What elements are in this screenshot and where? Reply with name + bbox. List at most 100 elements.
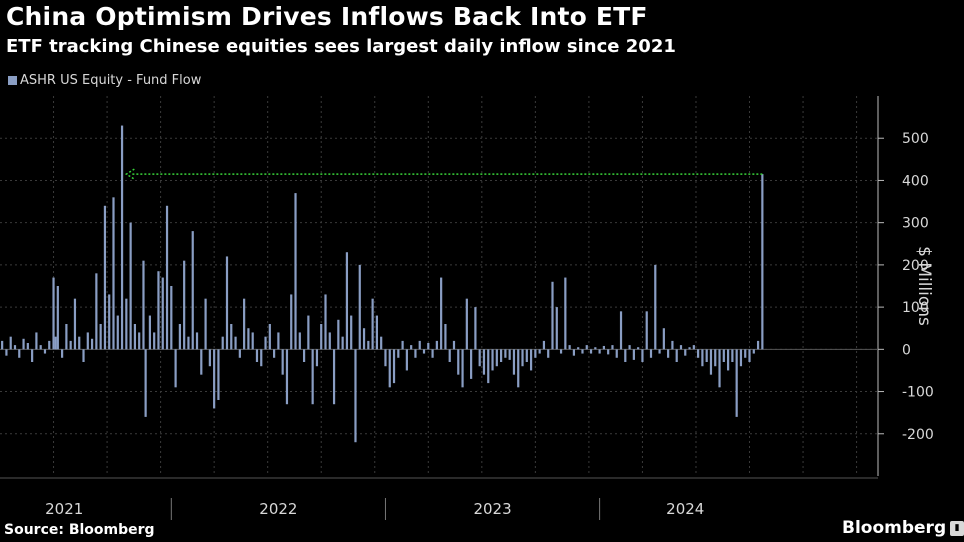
bar <box>705 349 708 362</box>
bar <box>367 340 370 350</box>
bar <box>470 349 473 379</box>
bar <box>491 349 494 371</box>
bar <box>607 349 610 355</box>
bar <box>260 349 263 367</box>
bar <box>440 277 443 350</box>
x-tick-label: 2022 <box>259 500 297 518</box>
bar <box>174 349 177 388</box>
bar <box>73 298 77 350</box>
bar <box>225 256 229 350</box>
bar <box>521 349 524 367</box>
bar <box>547 349 550 358</box>
bar <box>39 345 42 350</box>
bar <box>692 345 695 350</box>
bar <box>371 298 374 350</box>
bar <box>161 277 164 350</box>
bar <box>52 277 55 350</box>
bar <box>555 307 558 350</box>
bar <box>108 294 111 350</box>
bloomberg-icon: ▮ <box>950 520 964 536</box>
bar <box>628 345 631 350</box>
bar <box>572 349 576 356</box>
bar <box>268 324 271 350</box>
bar <box>465 298 468 350</box>
y-tick-label: 200 <box>902 258 929 274</box>
x-tick-label: 2024 <box>666 500 704 518</box>
bar <box>337 319 340 350</box>
bar <box>99 324 102 350</box>
bar <box>585 345 588 350</box>
bar <box>679 345 683 350</box>
legend: ASHR US Equity - Fund Flow <box>8 73 201 88</box>
bar <box>714 349 717 367</box>
bar <box>435 340 438 350</box>
bar <box>748 349 751 362</box>
bar <box>718 349 721 388</box>
bar <box>461 349 464 388</box>
bar <box>285 349 289 405</box>
bar <box>641 349 644 362</box>
bar <box>165 205 169 350</box>
bar <box>112 197 115 350</box>
bar <box>69 340 72 350</box>
bar <box>602 345 605 350</box>
bar <box>290 294 293 350</box>
bar <box>302 349 306 362</box>
chart-subtitle: ETF tracking Chinese equities sees large… <box>6 36 676 57</box>
x-tick-label: 2021 <box>45 500 83 518</box>
bar <box>350 315 353 350</box>
bar <box>512 349 516 375</box>
bar <box>559 349 563 354</box>
bar <box>722 349 725 362</box>
bar <box>697 349 700 358</box>
bar <box>251 332 254 350</box>
bar <box>144 349 147 417</box>
bar <box>311 349 314 405</box>
bar <box>48 340 51 350</box>
bar <box>504 349 507 358</box>
bar <box>525 349 528 362</box>
bar <box>341 336 344 350</box>
bar <box>375 315 378 350</box>
bar <box>9 336 12 350</box>
bar <box>410 345 413 350</box>
bar <box>103 205 107 350</box>
bar <box>204 298 207 350</box>
bar <box>581 349 584 354</box>
bar <box>500 349 503 362</box>
bar <box>594 347 597 350</box>
bar <box>90 338 94 350</box>
bar <box>170 286 173 350</box>
y-tick-label: 0 <box>902 342 911 358</box>
bar <box>157 271 160 350</box>
bar <box>153 332 156 350</box>
bar <box>487 349 490 384</box>
bar <box>294 193 297 350</box>
bar <box>422 349 426 354</box>
bar <box>138 332 141 350</box>
bar <box>345 252 349 350</box>
bar <box>362 328 366 350</box>
bar <box>1 340 4 350</box>
bar <box>414 349 417 358</box>
bar <box>568 345 571 350</box>
bar <box>615 349 618 358</box>
bar <box>534 349 537 358</box>
bar <box>684 349 687 356</box>
bar <box>354 349 357 443</box>
bar <box>444 324 447 350</box>
legend-label: ASHR US Equity - Fund Flow <box>20 73 202 88</box>
bar <box>243 298 246 350</box>
bar <box>148 315 152 350</box>
bar <box>183 260 186 350</box>
legend-swatch <box>8 76 17 85</box>
bar <box>125 298 128 350</box>
bar <box>95 273 98 350</box>
bar <box>538 349 541 354</box>
bar <box>230 324 233 350</box>
bar <box>392 349 396 384</box>
bar <box>120 125 124 350</box>
bar <box>255 349 259 362</box>
y-axis-label: $ Millions <box>914 246 934 326</box>
